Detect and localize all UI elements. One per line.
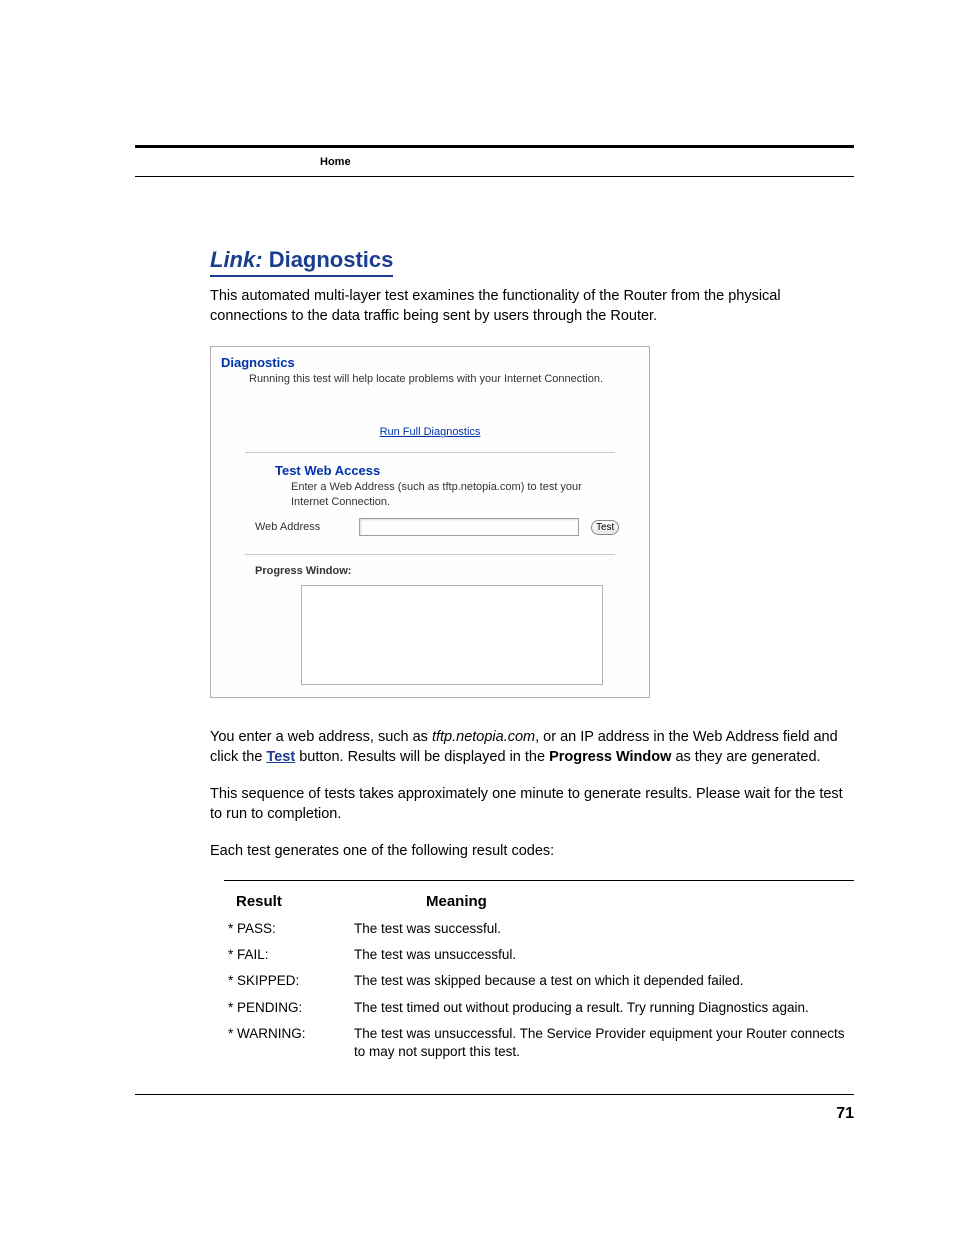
diagnostics-panel: Diagnostics Running this test will help …: [210, 346, 650, 698]
result-code: * FAIL:: [224, 946, 354, 964]
table-row: * PASS: The test was successful.: [224, 920, 854, 938]
result-code: * WARNING:: [224, 1025, 354, 1061]
result-code: * PENDING:: [224, 999, 354, 1017]
paragraph-2: This sequence of tests takes approximate…: [210, 785, 854, 824]
test-link-word[interactable]: Test: [266, 749, 295, 765]
section-heading: Link: Diagnostics: [210, 247, 393, 277]
page-content: Home Link: Diagnostics This automated mu…: [135, 145, 854, 1069]
paragraph-3: Each test generates one of the following…: [210, 842, 854, 862]
heading-title: Diagnostics: [269, 247, 394, 272]
run-diagnostics-container: Run Full Diagnostics: [221, 426, 639, 438]
results-header-row: Result Meaning: [224, 893, 854, 910]
header-row: Home: [135, 150, 854, 177]
test-web-access-title: Test Web Access: [221, 463, 639, 478]
panel-divider-2: [245, 554, 615, 555]
test-button[interactable]: Test: [591, 520, 619, 535]
result-code: * PASS:: [224, 920, 354, 938]
intro-paragraph: This automated multi-layer test examines…: [210, 287, 854, 326]
p1-bold: Progress Window: [549, 749, 671, 765]
result-meaning: The test was successful.: [354, 920, 854, 938]
p1-italic: tftp.netopia.com: [432, 729, 535, 745]
paragraph-1: You enter a web address, such as tftp.ne…: [210, 728, 854, 767]
result-meaning: The test was unsuccessful. The Service P…: [354, 1025, 854, 1061]
table-row: * SKIPPED: The test was skipped because …: [224, 972, 854, 990]
result-meaning: The test was unsuccessful.: [354, 946, 854, 964]
header-meaning: Meaning: [354, 893, 854, 910]
table-row: * WARNING: The test was unsuccessful. Th…: [224, 1025, 854, 1061]
result-meaning: The test timed out without producing a r…: [354, 999, 854, 1017]
result-meaning: The test was skipped because a test on w…: [354, 972, 854, 990]
header-result: Result: [224, 893, 354, 910]
run-diagnostics-link[interactable]: Run Full Diagnostics: [380, 426, 481, 438]
test-web-access-desc: Enter a Web Address (such as tftp.netopi…: [221, 480, 639, 510]
diagnostics-subtitle: Running this test will help locate probl…: [221, 372, 639, 386]
p1-part1: You enter a web address, such as: [210, 729, 432, 745]
table-row: * FAIL: The test was unsuccessful.: [224, 946, 854, 964]
web-address-label: Web Address: [255, 521, 347, 533]
progress-window: [301, 585, 603, 685]
p1-part3: button. Results will be displayed in the: [295, 749, 549, 765]
progress-window-label: Progress Window:: [221, 565, 639, 577]
table-row: * PENDING: The test timed out without pr…: [224, 999, 854, 1017]
result-code: * SKIPPED:: [224, 972, 354, 990]
heading-prefix: Link:: [210, 247, 263, 272]
web-address-row: Web Address Test: [221, 518, 639, 536]
p1-part4: as they are generated.: [671, 749, 820, 765]
results-table: Result Meaning * PASS: The test was succ…: [224, 880, 854, 1061]
header-section-label: Home: [320, 156, 351, 168]
page-number: 71: [836, 1105, 854, 1123]
web-address-input[interactable]: [359, 518, 579, 536]
diagnostics-title: Diagnostics: [221, 355, 639, 370]
header-rule: [135, 145, 854, 148]
footer-rule: [135, 1094, 854, 1095]
panel-divider: [245, 452, 615, 453]
content-area: Link: Diagnostics This automated multi-l…: [135, 177, 854, 1061]
